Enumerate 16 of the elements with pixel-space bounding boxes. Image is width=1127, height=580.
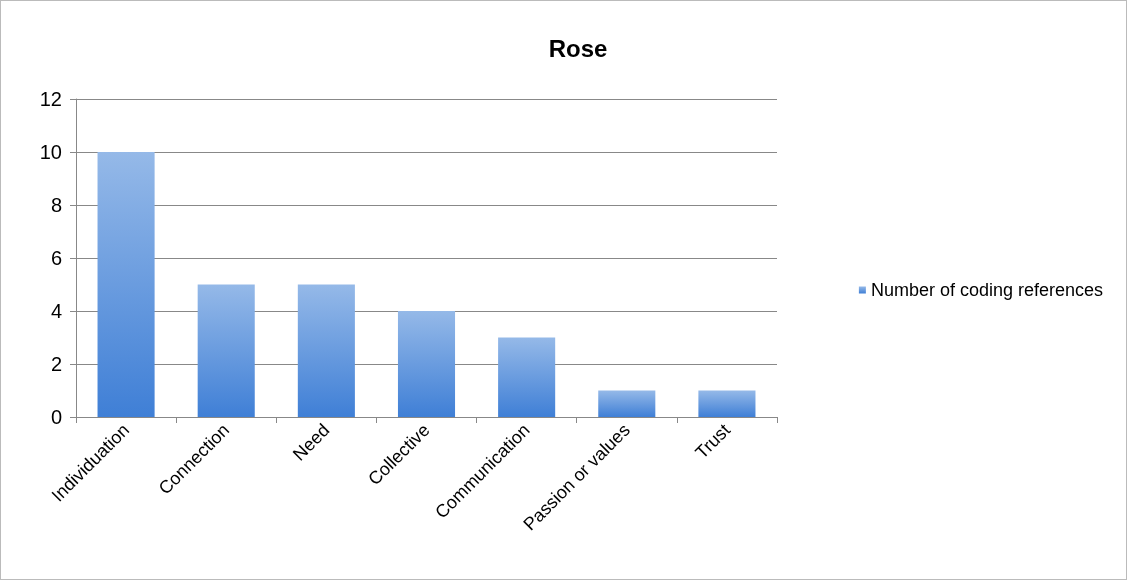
y-tick-label: 12 (39, 88, 62, 110)
y-tick-label: 4 (50, 300, 62, 322)
bar (397, 311, 456, 417)
y-tick-label: 10 (39, 141, 62, 163)
y-tick-label: 6 (50, 247, 62, 269)
bar (498, 337, 556, 417)
bar (598, 390, 656, 417)
bar (297, 284, 355, 417)
chart-title: Rose (548, 34, 608, 62)
y-tick-label: 8 (50, 194, 62, 216)
bar (698, 390, 756, 417)
y-tick-label: 2 (50, 353, 62, 375)
y-tick-label: 0 (50, 406, 62, 428)
bar (197, 284, 255, 417)
legend-label: Number of coding references (870, 280, 1104, 300)
bar (97, 152, 155, 417)
